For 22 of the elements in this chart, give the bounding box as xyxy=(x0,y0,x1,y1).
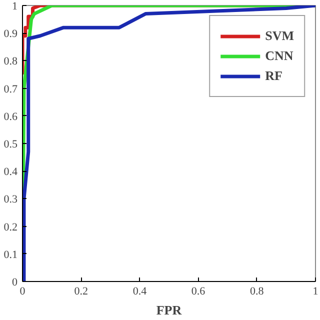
y-tick-label: 0.1 xyxy=(4,248,18,261)
y-tick-label: 0.6 xyxy=(4,110,18,123)
legend-label: CNN xyxy=(265,48,294,64)
y-tick-label: 0.9 xyxy=(4,28,18,40)
y-tick-label: 0.8 xyxy=(4,56,18,68)
y-tick-label: 1 xyxy=(12,0,18,12)
y-tick-label: 0.5 xyxy=(4,138,18,150)
x-tick-label: 0 xyxy=(20,286,26,298)
x-tick-label: 0.6 xyxy=(191,286,206,298)
y-tick-label: 0.2 xyxy=(4,221,18,234)
legend-label: RF xyxy=(265,68,284,84)
legend-label: SVM xyxy=(265,28,294,44)
x-tick-label: 0.8 xyxy=(250,286,264,298)
x-tick-label: 0.4 xyxy=(132,286,148,298)
x-axis-title: FPR xyxy=(156,302,182,318)
x-tick-label: 1 xyxy=(312,286,318,298)
line-series xyxy=(22,6,316,282)
x-tick-label: 0.2 xyxy=(74,286,88,298)
y-tick-label: 0.7 xyxy=(4,83,18,96)
y-tick-label: 0 xyxy=(12,276,18,288)
y-tick-label: 0.4 xyxy=(4,166,18,178)
y-tick-label: 0.3 xyxy=(4,194,18,206)
